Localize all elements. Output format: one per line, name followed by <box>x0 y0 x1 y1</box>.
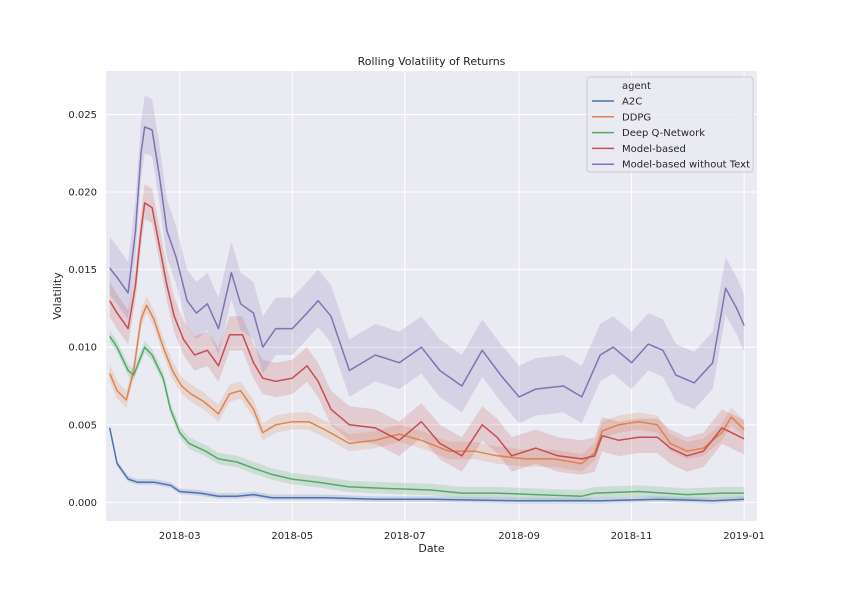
series-line-2 <box>109 335 745 497</box>
x-tick-labels: 2018-03 2018-05 2018-07 2018-09 2018-11 2019-… <box>159 531 765 542</box>
x-tick-label: 2018-03 <box>159 531 201 542</box>
legend-label: Model-based <box>622 144 686 155</box>
y-tick-labels: 0.000 0.005 0.010 0.015 0.020 0.025 <box>68 110 97 509</box>
legend-title: agent <box>622 81 651 92</box>
x-tick-label: 2018-11 <box>611 531 653 542</box>
x-tick-label: 2019-01 <box>723 531 765 542</box>
x-tick-label: 2018-05 <box>271 531 313 542</box>
chart-title: Rolling Volatility of Returns <box>358 55 506 68</box>
y-tick-label: 0.005 <box>68 420 97 431</box>
confidence-band-1 <box>109 296 745 472</box>
series-lines <box>108 126 745 502</box>
legend-box <box>586 76 754 173</box>
confidence-band-4 <box>109 95 745 424</box>
confidence-bands <box>109 95 745 504</box>
y-tick-label: 0.010 <box>68 343 97 354</box>
legend-items: A2C DDPG Deep Q-Network Model-based Model-ba… <box>592 97 750 171</box>
series-line-4 <box>109 126 745 398</box>
y-tick-label: 0.025 <box>68 110 97 121</box>
legend-label: A2C <box>622 97 642 108</box>
y-tick-label: 0.015 <box>68 265 97 276</box>
legend-label: DDPG <box>622 112 651 123</box>
x-tick-label: 2018-07 <box>384 531 426 542</box>
series-line-3 <box>109 202 745 460</box>
confidence-band-3 <box>109 184 745 475</box>
series-line-1 <box>109 304 745 465</box>
series-line-0 <box>108 427 745 502</box>
legend: agent A2C DDPG Deep Q-Network Model-based Mo… <box>586 76 754 173</box>
x-tick-label: 2018-09 <box>498 531 540 542</box>
x-axis-label: Date <box>418 542 445 555</box>
y-tick-label: 0.020 <box>68 188 97 199</box>
y-tick-label: 0.000 <box>68 498 97 509</box>
grid-lines <box>106 71 757 521</box>
legend-label: Deep Q-Network <box>622 128 705 139</box>
legend-label: Model-based without Text <box>622 160 750 171</box>
y-axis-label: Volatility <box>51 272 64 320</box>
